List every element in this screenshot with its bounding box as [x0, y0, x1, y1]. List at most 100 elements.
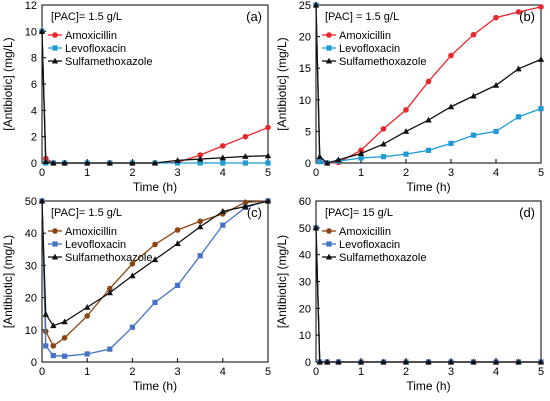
x-tick-label: 0 [313, 167, 319, 179]
data-point [470, 92, 477, 99]
legend-entry: Sulfamethoxazole [339, 56, 426, 68]
data-point [197, 218, 203, 225]
x-tick-label: 0 [39, 366, 45, 378]
y-tick-label: 5 [305, 126, 311, 138]
y-tick-label: 8 [31, 53, 37, 65]
data-point [448, 52, 454, 59]
y-axis-label: [Antibiotic] (mg/L) [275, 235, 289, 328]
x-tick-label: 5 [265, 366, 271, 378]
legend-entry: Levofloxacin [339, 43, 400, 55]
data-point [492, 81, 500, 88]
series-line [41, 200, 269, 357]
data-point [265, 160, 271, 166]
data-point [312, 1, 320, 8]
data-point [448, 140, 454, 147]
y-tick-label: 20 [299, 303, 311, 315]
data-point [316, 358, 323, 365]
data-point [84, 313, 90, 319]
data-point [61, 335, 68, 341]
data-point [358, 155, 364, 161]
series-levofloxacin [39, 198, 271, 359]
y-tick-label: 30 [25, 260, 37, 272]
legend-entry: Amoxicillin [339, 226, 391, 238]
data-point [380, 140, 387, 147]
chart-panel-2: 0 1 2 3 4 5 0 5 10 15 20 25 Time (h) [Antibiotic] (mg… [275, 0, 545, 194]
data-point [425, 358, 432, 365]
y-tick-label: 40 [25, 228, 37, 240]
data-point [324, 358, 331, 365]
y-tick-label: 0 [305, 158, 311, 170]
data-point [335, 156, 342, 163]
x-tick-label: 3 [175, 167, 181, 179]
data-point [312, 224, 320, 231]
data-point [220, 222, 226, 228]
data-point [50, 352, 56, 359]
data-point [538, 106, 544, 112]
data-point [402, 358, 410, 365]
data-point [106, 289, 113, 296]
panel-label: (b) [519, 9, 535, 24]
data-point [129, 272, 136, 279]
data-point [425, 116, 432, 123]
legend-marker [325, 253, 333, 260]
data-point [197, 223, 204, 230]
data-point [50, 159, 57, 166]
data-point [470, 132, 477, 138]
data-point [152, 241, 158, 248]
y-tick-label: 12 [25, 0, 37, 12]
legend-marker [326, 228, 332, 234]
y-tick-label: 30 [299, 277, 311, 289]
data-point [174, 240, 181, 247]
x-tick-label: 4 [220, 167, 226, 179]
data-point [61, 159, 68, 166]
pac-annotation: [PAC]= 1.5 g/L [51, 11, 122, 23]
data-point [43, 343, 49, 349]
data-point [42, 311, 49, 317]
legend-entry: Levofloxacin [65, 43, 126, 55]
data-point [538, 4, 544, 10]
legend-entry: Amoxicillin [65, 226, 117, 238]
series-sulfamethoxazole [38, 28, 272, 166]
y-axis-label: [Antibiotic] (mg/L) [275, 37, 289, 130]
data-point [197, 152, 203, 158]
data-point [84, 303, 91, 310]
x-tick-label: 0 [313, 366, 319, 378]
legend-entry: Levofloxacin [65, 239, 126, 251]
data-point [403, 107, 409, 113]
data-point [515, 114, 522, 120]
data-point [264, 152, 272, 159]
y-tick-label: 0 [305, 357, 311, 369]
x-tick-label: 3 [448, 366, 454, 378]
data-point [515, 358, 522, 365]
pac-annotation: [PAC]= 1.5 g/L [51, 207, 122, 219]
legend-entry: Amoxicillin [339, 30, 391, 42]
data-point [324, 159, 331, 166]
legend-marker [51, 253, 59, 260]
legend-entry: Sulfamethoxazole [65, 252, 152, 264]
plot-frame [41, 4, 269, 164]
data-point [197, 155, 204, 162]
data-point [242, 199, 249, 206]
data-point [403, 151, 409, 157]
data-point [470, 31, 477, 38]
data-point [537, 56, 545, 62]
data-point [537, 358, 545, 365]
y-tick-label: 40 [299, 250, 311, 262]
legend-marker [52, 241, 58, 247]
x-tick-label: 1 [358, 167, 364, 179]
data-point [197, 160, 203, 166]
legend-marker [52, 32, 58, 38]
x-tick-label: 1 [84, 366, 90, 378]
data-point [152, 299, 158, 306]
x-tick-label: 5 [265, 167, 271, 179]
y-tick-label: 10 [299, 330, 311, 342]
data-point [493, 128, 499, 134]
y-tick-label: 6 [31, 79, 37, 91]
data-point [265, 124, 271, 131]
data-point [174, 157, 181, 163]
data-point [492, 358, 500, 365]
legend-marker [326, 241, 332, 247]
